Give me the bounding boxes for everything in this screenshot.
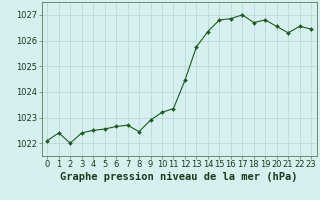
X-axis label: Graphe pression niveau de la mer (hPa): Graphe pression niveau de la mer (hPa) (60, 172, 298, 182)
